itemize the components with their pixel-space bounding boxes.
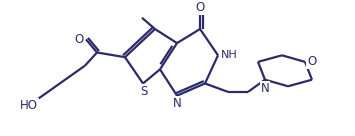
Text: O: O	[307, 55, 316, 68]
Text: HO: HO	[20, 99, 38, 112]
Text: S: S	[140, 85, 148, 98]
Text: N: N	[173, 97, 181, 110]
Text: O: O	[75, 33, 84, 46]
Text: N: N	[261, 82, 269, 95]
Text: O: O	[195, 1, 204, 14]
Text: NH: NH	[221, 50, 238, 60]
